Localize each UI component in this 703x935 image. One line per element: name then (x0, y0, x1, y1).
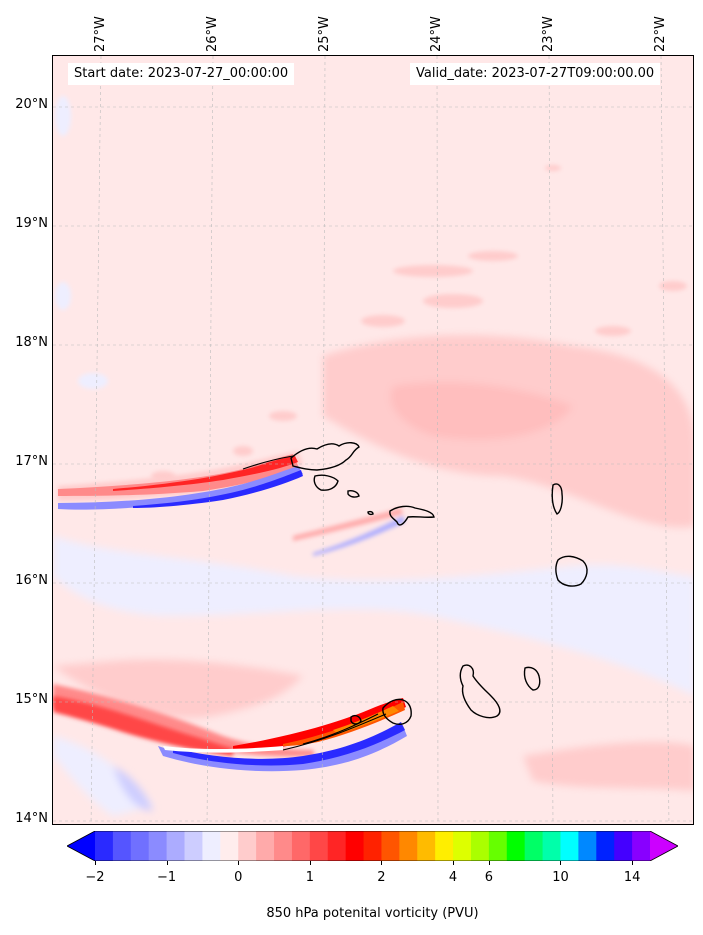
colorbar-swatch (596, 831, 615, 861)
pv-patch (53, 659, 303, 718)
lon-tick-label: 25°W (317, 16, 332, 52)
colorbar-swatch (184, 831, 203, 861)
colorbar-tick-label: −1 (157, 870, 177, 885)
colorbar-extend-min (67, 831, 95, 861)
colorbar-swatch (256, 831, 275, 861)
colorbar-tick-mark (238, 861, 240, 865)
map-plot-area (52, 55, 694, 825)
colorbar-tick-mark (632, 861, 634, 865)
colorbar-tick-mark (560, 861, 562, 865)
pv-patch (390, 382, 573, 440)
grid-lines (53, 56, 693, 824)
colorbar-swatch (363, 831, 382, 861)
colorbar-swatch (542, 831, 561, 861)
colorbar-tick-label: 0 (234, 870, 243, 885)
pv-field (53, 56, 693, 824)
colorbar-tick-mark (309, 861, 311, 865)
colorbar-swatch (345, 831, 365, 861)
colorbar-swatch (238, 831, 257, 861)
valid-date-label: Valid_date: 2023-07-27T09:00:00.00 (410, 63, 661, 85)
colorbar-tick-label: 10 (552, 870, 569, 885)
colorbar-tick-mark (453, 861, 455, 865)
lat-tick-label: 14°N (15, 811, 48, 826)
colorbar-tick-label: 1 (305, 870, 314, 885)
island-santa-luzia (347, 490, 360, 498)
sao-nicolau-wake (293, 508, 405, 556)
island-sao-nicolau (389, 505, 435, 526)
colorbar-tick-label: −2 (85, 870, 105, 885)
colorbar-tick-label: 14 (623, 870, 641, 885)
colorbar-tick-label: 6 (484, 870, 493, 885)
lat-tick-label: 15°N (15, 692, 48, 707)
colorbar-swatch (470, 831, 490, 861)
colorbar-swatch (524, 831, 544, 861)
pv-patch (53, 536, 693, 696)
colorbar-swatch (488, 831, 508, 861)
pv-patch (523, 741, 693, 791)
lat-tick-label: 18°N (15, 335, 48, 350)
island-sal (551, 483, 563, 515)
background-patches (53, 335, 693, 816)
colorbar-extend-max (650, 831, 678, 861)
lon-tick-label: 23°W (541, 16, 556, 52)
colorbar-tick-mark (95, 861, 96, 865)
colorbar-label: 850 hPa potenital vorticity (PVU) (266, 906, 479, 921)
island-santo-antao (290, 442, 360, 471)
colorbar-swatch (274, 831, 293, 861)
island-brava (350, 714, 362, 725)
colorbar-swatch (614, 831, 633, 861)
island-sao-vicente (313, 474, 339, 491)
lon-tick-label: 24°W (429, 16, 444, 52)
colorbar-swatch (417, 831, 436, 861)
colorbar-swatch (399, 831, 418, 861)
island-maio (523, 666, 541, 691)
colorbar-swatch (202, 831, 221, 861)
colorbar-tick-label: 4 (448, 870, 458, 885)
island-santiago (459, 664, 501, 719)
island-sao-nicolau-islet (367, 510, 374, 516)
colorbar-swatch (327, 831, 347, 861)
colorbar-tick-mark (488, 861, 490, 865)
lon-tick-label: 27°W (93, 16, 108, 52)
colorbar-swatch (309, 831, 329, 861)
speckles (151, 165, 687, 481)
colorbar-swatch (130, 831, 150, 861)
colorbar-swatch (291, 831, 311, 861)
santo-antao-wake (58, 451, 303, 510)
coastlines (290, 442, 588, 725)
pv-patch (113, 766, 153, 811)
colorbar (66, 830, 679, 862)
colorbar-swatch (506, 831, 526, 861)
colorbar-swatch (220, 831, 239, 861)
lat-tick-label: 20°N (15, 97, 48, 112)
lon-tick-label: 26°W (205, 16, 220, 52)
lon-tick-label: 22°W (653, 16, 668, 52)
colorbar-tick-mark (166, 861, 168, 865)
colorbar-swatch (632, 831, 651, 861)
lat-tick-label: 19°N (15, 216, 48, 231)
start-date-label: Start date: 2023-07-27_00:00:00 (68, 63, 295, 85)
lat-tick-label: 16°N (15, 573, 48, 588)
colorbar-swatch (435, 831, 454, 861)
high-pv-contours (242, 455, 387, 751)
speckles-neg (55, 96, 108, 389)
colorbar-tick-label: 2 (377, 870, 386, 885)
island-boa-vista (555, 555, 588, 587)
colorbar-swatch (148, 831, 168, 861)
island-fogo (382, 698, 412, 725)
colorbar-tick-mark (381, 861, 383, 865)
colorbar-swatch (381, 831, 400, 861)
colorbar-swatch (578, 831, 597, 861)
colorbar-swatch (95, 831, 114, 861)
colorbar-swatch (560, 831, 579, 861)
colorbar-swatch (112, 831, 132, 861)
colorbar-swatch (166, 831, 186, 861)
lat-tick-label: 17°N (15, 454, 48, 469)
colorbar-swatch (453, 831, 472, 861)
